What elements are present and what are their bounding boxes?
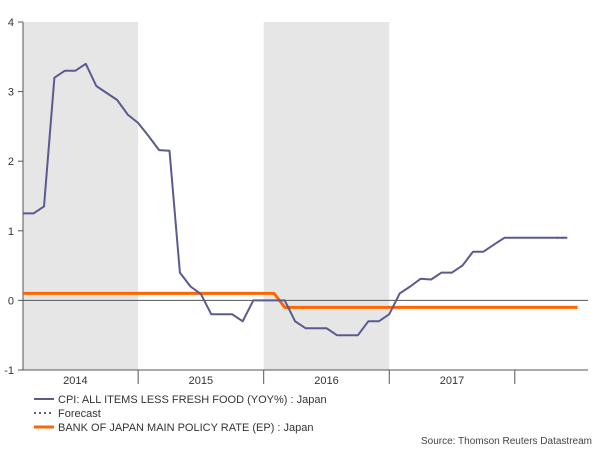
x-tick-label: 2017 [440, 375, 464, 387]
legend-label: BANK OF JAPAN MAIN POLICY RATE (EP) : Ja… [58, 422, 314, 434]
y-tick-label: 0 [8, 295, 14, 307]
y-tick-label: 1 [8, 226, 14, 238]
legend-label: CPI: ALL ITEMS LESS FRESH FOOD (YOY%) : … [58, 394, 327, 406]
x-tick-label: 2016 [314, 375, 338, 387]
legend-label: Forecast [58, 408, 101, 420]
y-axis: 4 3 2 1 0 -1 [4, 17, 24, 377]
shaded-band-2016 [263, 22, 390, 370]
source-note: Source: Thomson Reuters Datastream [421, 436, 592, 447]
x-axis: 2014 2015 2016 2017 [23, 369, 588, 387]
shaded-year-bands [23, 22, 390, 370]
y-tick-label: 4 [8, 17, 14, 29]
x-tick-label: 2014 [63, 375, 87, 387]
plot-lines [23, 62, 588, 337]
series-line-0 [23, 62, 568, 337]
y-tick-label: 2 [8, 156, 14, 168]
y-tick-label: -1 [4, 365, 14, 377]
x-tick-label: 2015 [189, 375, 213, 387]
y-tick-label: 3 [8, 87, 14, 99]
shaded-band-2014 [23, 22, 139, 370]
legend: CPI: ALL ITEMS LESS FRESH FOOD (YOY%) : … [34, 394, 327, 434]
